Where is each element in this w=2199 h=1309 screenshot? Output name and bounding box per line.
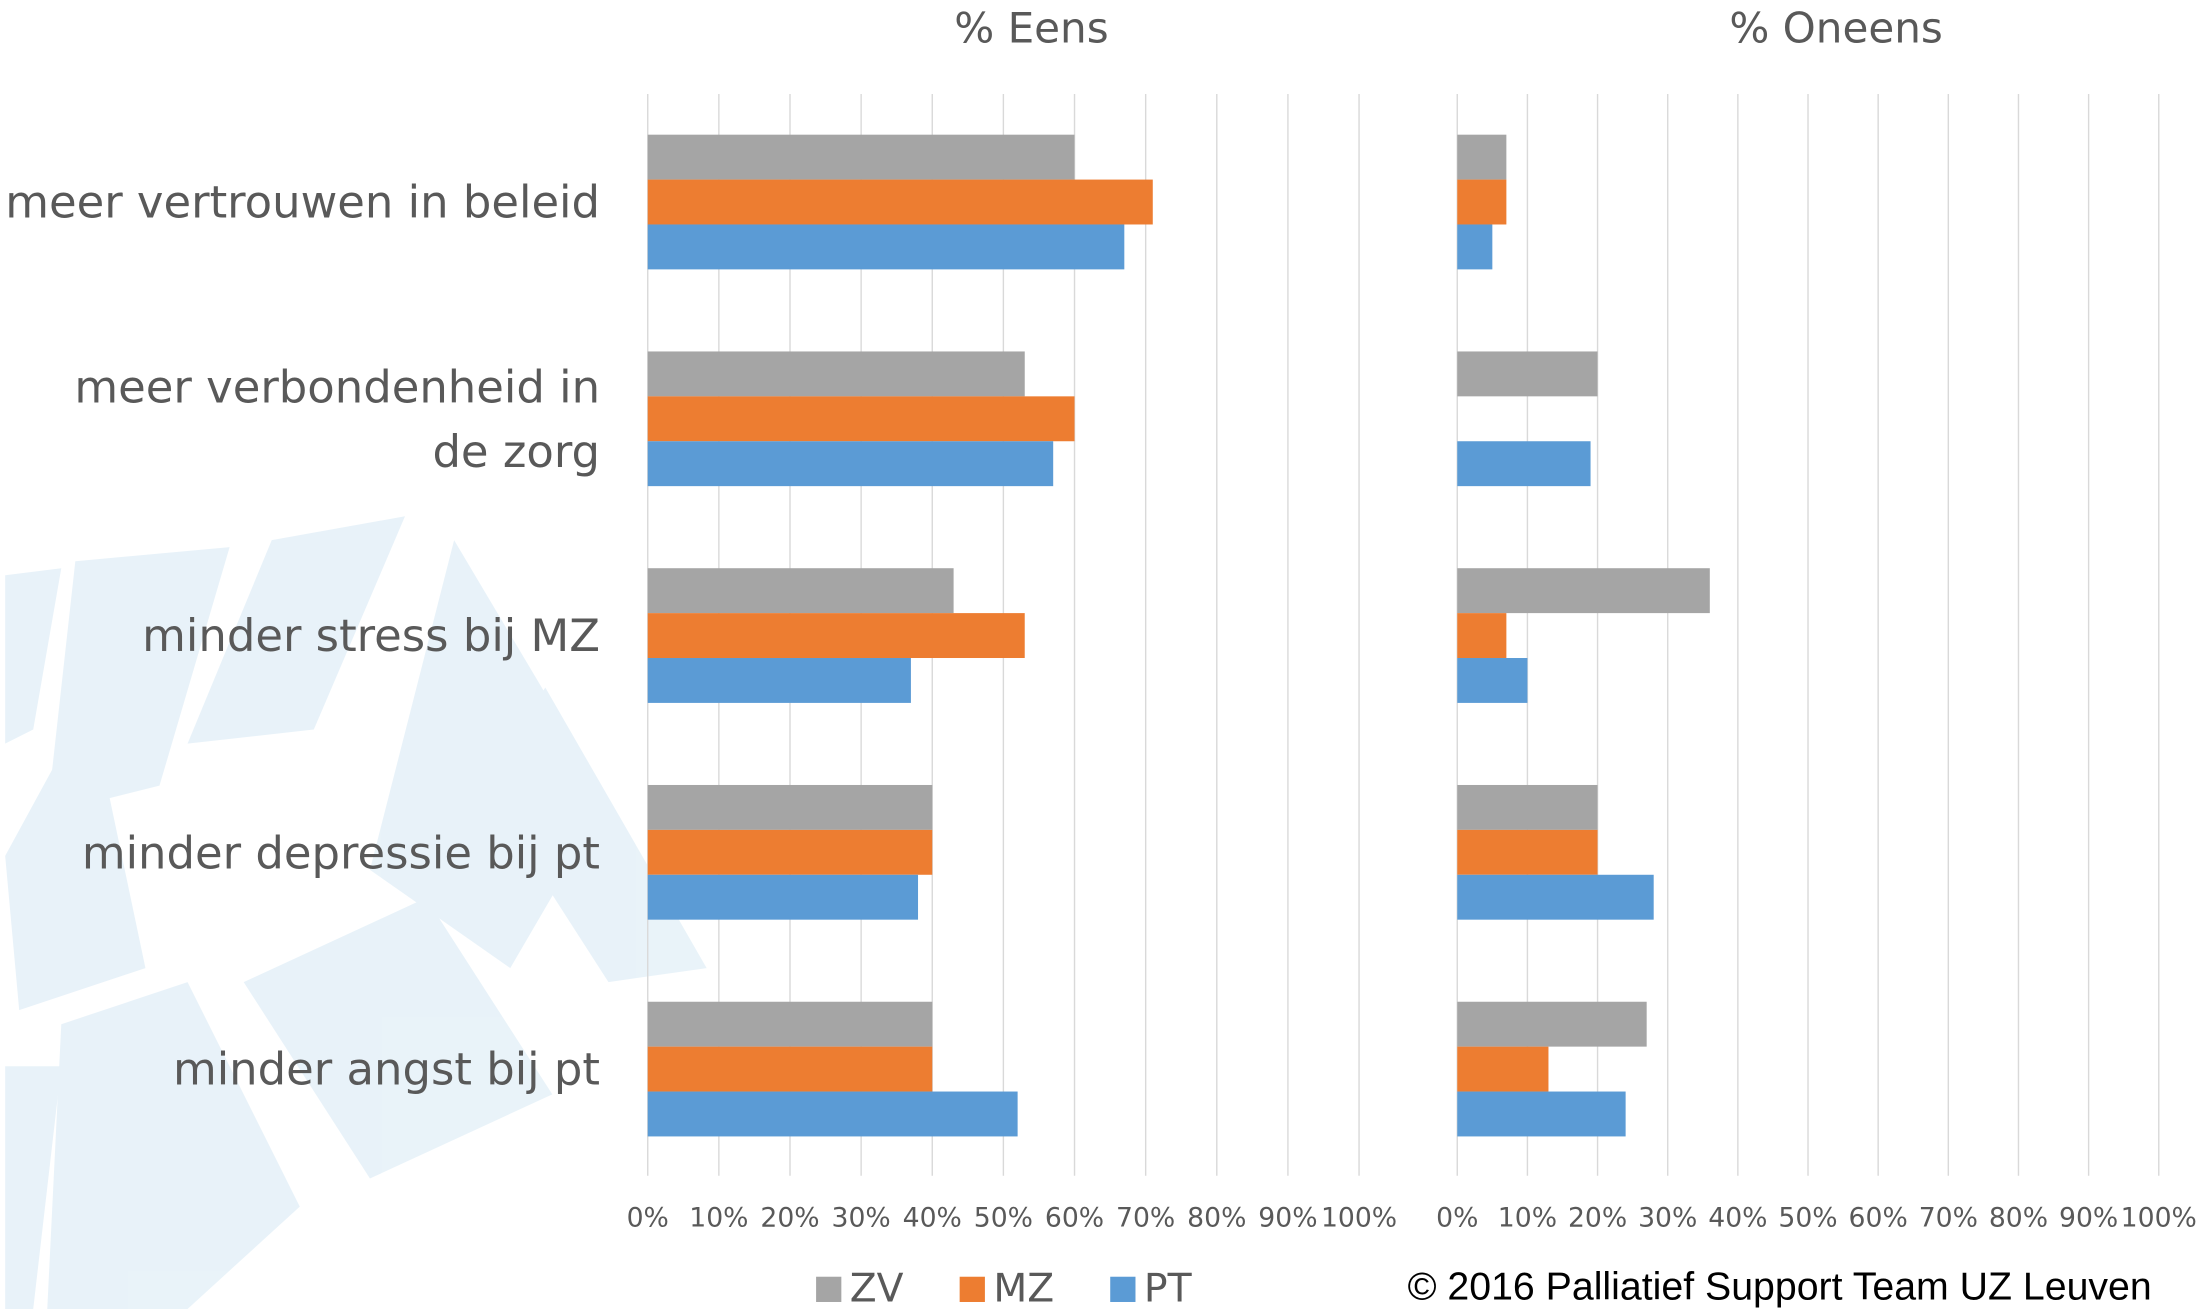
bar (1457, 1046, 1549, 1092)
bar (647, 613, 1025, 659)
bar (1457, 784, 1598, 830)
bar (1457, 179, 1507, 225)
bar (647, 829, 933, 875)
x-tick-label: 10% (689, 1203, 748, 1234)
bar (647, 179, 1153, 225)
category-label-box: minder angst bij pt (172, 1042, 601, 1096)
bar (647, 224, 1125, 270)
x-tick-label: 30% (832, 1203, 891, 1234)
background-decoration (5, 516, 707, 1309)
x-tick-label: 50% (974, 1203, 1033, 1234)
bar (647, 1001, 933, 1047)
bar (1457, 874, 1654, 920)
x-tick-label: 0% (1436, 1203, 1478, 1234)
x-tick-label: 30% (1638, 1203, 1697, 1234)
bar (647, 396, 1075, 442)
y-tick-label: meer verbondenheid in de zorg (74, 359, 601, 478)
x-tick-label: 0% (627, 1203, 669, 1234)
bar (1457, 568, 1710, 614)
bar (1457, 441, 1591, 487)
x-tick-label: 70% (1116, 1203, 1175, 1234)
y-tick-label: minder stress bij MZ (142, 608, 601, 663)
x-tick-label: 60% (1849, 1203, 1908, 1234)
bar (647, 351, 1025, 397)
copyright: © 2016 Palliatief Support Team UZ Leuven (1408, 1265, 2152, 1309)
x-tick-label: 70% (1919, 1203, 1978, 1234)
bar (1457, 134, 1507, 180)
bar (647, 874, 919, 920)
y-tick-label: minder angst bij pt (172, 1042, 601, 1096)
x-tick-label: 90% (1258, 1203, 1317, 1234)
y-tick-label: minder depressie bij pt (81, 825, 601, 879)
legend-label: ZV (850, 1266, 904, 1309)
category-label-box: minder depressie bij pt (81, 825, 601, 879)
x-tick-label: 50% (1778, 1203, 1837, 1234)
chart-title: % Eens (954, 3, 1108, 52)
x-tick-label: 100% (1321, 1203, 1397, 1234)
legend-label: MZ (993, 1266, 1054, 1309)
bar (647, 1046, 933, 1092)
x-tick-label: 60% (1045, 1203, 1104, 1234)
bar (1457, 224, 1493, 270)
bar (1457, 613, 1507, 659)
x-tick-label: 20% (1568, 1203, 1627, 1234)
bar (647, 1091, 1018, 1137)
chart-title: % Oneens (1729, 3, 1943, 52)
bar (647, 658, 911, 703)
legend-swatch (816, 1276, 842, 1302)
y-tick-label: meer vertrouwen in beleid (5, 175, 601, 229)
category-label-box: meer vertrouwen in beleid (5, 175, 601, 229)
bar (1457, 351, 1598, 397)
bar (1457, 658, 1528, 703)
legend-label: PT (1144, 1266, 1193, 1309)
bar (647, 784, 933, 830)
bar (1457, 1001, 1647, 1047)
x-tick-label: 20% (760, 1203, 819, 1234)
legend-swatch (959, 1276, 985, 1302)
bar (647, 134, 1075, 180)
x-tick-label: 40% (1708, 1203, 1767, 1234)
x-tick-label: 80% (1187, 1203, 1246, 1234)
bar (1457, 1091, 1626, 1137)
x-tick-label: 100% (2121, 1203, 2197, 1234)
bar (1457, 829, 1598, 875)
x-tick-label: 90% (2059, 1203, 2118, 1234)
x-tick-label: 80% (1989, 1203, 2048, 1234)
bar (647, 441, 1054, 487)
x-tick-label: 10% (1498, 1203, 1557, 1234)
category-label-box: meer verbondenheid in de zorg (74, 359, 601, 478)
x-tick-label: 40% (903, 1203, 962, 1234)
legend-swatch (1110, 1276, 1136, 1302)
bar (647, 568, 954, 614)
category-label-box: minder stress bij MZ (142, 608, 601, 663)
